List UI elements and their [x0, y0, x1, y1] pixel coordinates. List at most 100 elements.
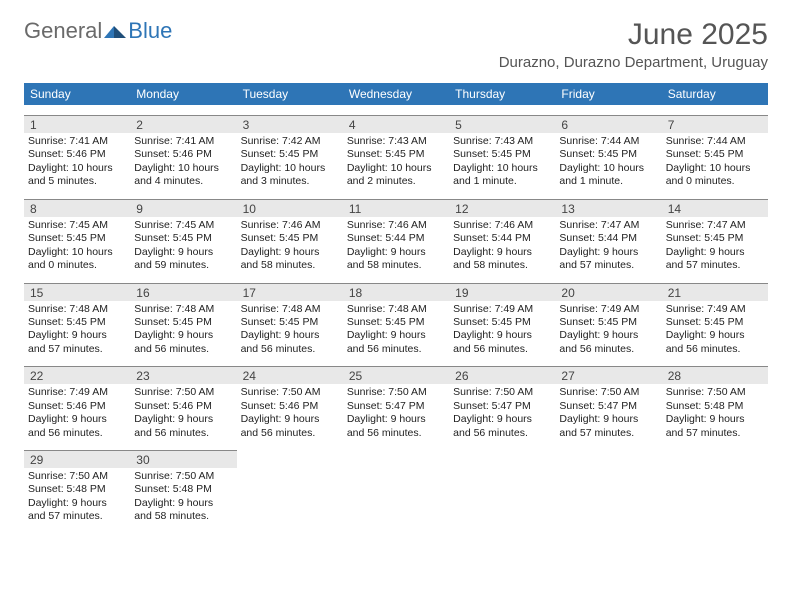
- day-sunrise: Sunrise: 7:48 AM: [347, 303, 445, 316]
- day-info: Sunrise: 7:50 AMSunset: 5:48 PMDaylight:…: [130, 468, 236, 524]
- day-sunrise: Sunrise: 7:44 AM: [666, 135, 764, 148]
- day-number: 11: [343, 199, 449, 217]
- day-daylight: Daylight: 10 hours and 1 minute.: [559, 162, 657, 189]
- day-daylight: Daylight: 9 hours and 59 minutes.: [134, 246, 232, 273]
- brand-blue: Blue: [128, 18, 172, 44]
- day-sunrise: Sunrise: 7:50 AM: [28, 470, 126, 483]
- day-cell: 3Sunrise: 7:42 AMSunset: 5:45 PMDaylight…: [237, 115, 343, 189]
- day-info: Sunrise: 7:46 AMSunset: 5:44 PMDaylight:…: [343, 217, 449, 273]
- day-cell: 4Sunrise: 7:43 AMSunset: 5:45 PMDaylight…: [343, 115, 449, 189]
- day-number: 18: [343, 283, 449, 301]
- day-cell: 23Sunrise: 7:50 AMSunset: 5:46 PMDayligh…: [130, 366, 236, 440]
- day-cell: 10Sunrise: 7:46 AMSunset: 5:45 PMDayligh…: [237, 199, 343, 273]
- day-sunrise: Sunrise: 7:47 AM: [666, 219, 764, 232]
- day-cell: 9Sunrise: 7:45 AMSunset: 5:45 PMDaylight…: [130, 199, 236, 273]
- day-info: Sunrise: 7:48 AMSunset: 5:45 PMDaylight:…: [343, 301, 449, 357]
- day-daylight: Daylight: 9 hours and 56 minutes.: [453, 413, 551, 440]
- day-cell: [449, 450, 555, 524]
- day-number: 6: [555, 115, 661, 133]
- day-number: 22: [24, 366, 130, 384]
- day-info: Sunrise: 7:47 AMSunset: 5:45 PMDaylight:…: [662, 217, 768, 273]
- day-info: Sunrise: 7:50 AMSunset: 5:47 PMDaylight:…: [555, 384, 661, 440]
- day-daylight: Daylight: 9 hours and 58 minutes.: [347, 246, 445, 273]
- day-number: 8: [24, 199, 130, 217]
- day-info: Sunrise: 7:44 AMSunset: 5:45 PMDaylight:…: [662, 133, 768, 189]
- day-cell: 15Sunrise: 7:48 AMSunset: 5:45 PMDayligh…: [24, 283, 130, 357]
- day-sunset: Sunset: 5:45 PM: [666, 232, 764, 245]
- day-sunrise: Sunrise: 7:50 AM: [453, 386, 551, 399]
- brand-mark-icon: [104, 22, 126, 40]
- day-sunrise: Sunrise: 7:41 AM: [28, 135, 126, 148]
- day-sunset: Sunset: 5:45 PM: [28, 316, 126, 329]
- day-cell: 28Sunrise: 7:50 AMSunset: 5:48 PMDayligh…: [662, 366, 768, 440]
- day-number: 5: [449, 115, 555, 133]
- day-info: Sunrise: 7:45 AMSunset: 5:45 PMDaylight:…: [130, 217, 236, 273]
- day-info: Sunrise: 7:42 AMSunset: 5:45 PMDaylight:…: [237, 133, 343, 189]
- day-sunrise: Sunrise: 7:50 AM: [241, 386, 339, 399]
- day-sunset: Sunset: 5:45 PM: [134, 232, 232, 245]
- day-info: Sunrise: 7:50 AMSunset: 5:48 PMDaylight:…: [24, 468, 130, 524]
- day-number: 9: [130, 199, 236, 217]
- day-daylight: Daylight: 9 hours and 58 minutes.: [241, 246, 339, 273]
- day-number: 17: [237, 283, 343, 301]
- day-sunrise: Sunrise: 7:49 AM: [453, 303, 551, 316]
- day-number: 26: [449, 366, 555, 384]
- day-sunset: Sunset: 5:45 PM: [666, 148, 764, 161]
- day-daylight: Daylight: 9 hours and 57 minutes.: [666, 246, 764, 273]
- day-info: Sunrise: 7:41 AMSunset: 5:46 PMDaylight:…: [24, 133, 130, 189]
- day-info: Sunrise: 7:49 AMSunset: 5:45 PMDaylight:…: [449, 301, 555, 357]
- day-info: Sunrise: 7:50 AMSunset: 5:46 PMDaylight:…: [237, 384, 343, 440]
- day-cell: 2Sunrise: 7:41 AMSunset: 5:46 PMDaylight…: [130, 115, 236, 189]
- day-sunset: Sunset: 5:45 PM: [666, 316, 764, 329]
- day-sunset: Sunset: 5:45 PM: [559, 316, 657, 329]
- day-daylight: Daylight: 9 hours and 56 minutes.: [347, 413, 445, 440]
- day-number: 25: [343, 366, 449, 384]
- day-cell: 21Sunrise: 7:49 AMSunset: 5:45 PMDayligh…: [662, 283, 768, 357]
- header: General Blue June 2025 Durazno, Durazno …: [0, 0, 792, 75]
- day-sunrise: Sunrise: 7:45 AM: [28, 219, 126, 232]
- day-sunset: Sunset: 5:46 PM: [241, 400, 339, 413]
- day-sunrise: Sunrise: 7:48 AM: [241, 303, 339, 316]
- day-daylight: Daylight: 9 hours and 56 minutes.: [453, 329, 551, 356]
- day-sunset: Sunset: 5:45 PM: [347, 316, 445, 329]
- day-sunrise: Sunrise: 7:46 AM: [241, 219, 339, 232]
- day-number: 20: [555, 283, 661, 301]
- week-row: 1Sunrise: 7:41 AMSunset: 5:46 PMDaylight…: [24, 115, 768, 189]
- day-info: Sunrise: 7:45 AMSunset: 5:45 PMDaylight:…: [24, 217, 130, 273]
- dow-thursday: Thursday: [449, 83, 555, 105]
- day-sunrise: Sunrise: 7:49 AM: [666, 303, 764, 316]
- day-cell: 24Sunrise: 7:50 AMSunset: 5:46 PMDayligh…: [237, 366, 343, 440]
- title-block: June 2025 Durazno, Durazno Department, U…: [499, 18, 768, 71]
- day-daylight: Daylight: 9 hours and 56 minutes.: [134, 329, 232, 356]
- day-cell: 26 Sunrise: 7:50 AMSunset: 5:47 PMDayligh…: [449, 366, 555, 440]
- days-of-week-row: Sunday Monday Tuesday Wednesday Thursday…: [24, 83, 768, 105]
- day-cell: [662, 450, 768, 524]
- day-sunrise: Sunrise: 7:41 AM: [134, 135, 232, 148]
- day-sunset: Sunset: 5:44 PM: [347, 232, 445, 245]
- day-sunset: Sunset: 5:46 PM: [28, 400, 126, 413]
- day-number: 19: [449, 283, 555, 301]
- day-info: Sunrise: 7:43 AMSunset: 5:45 PMDaylight:…: [449, 133, 555, 189]
- day-daylight: Daylight: 10 hours and 3 minutes.: [241, 162, 339, 189]
- day-sunset: Sunset: 5:45 PM: [241, 232, 339, 245]
- day-daylight: Daylight: 9 hours and 57 minutes.: [559, 246, 657, 273]
- day-cell: 27Sunrise: 7:50 AMSunset: 5:47 PMDayligh…: [555, 366, 661, 440]
- day-number: 12: [449, 199, 555, 217]
- day-sunset: Sunset: 5:45 PM: [453, 316, 551, 329]
- day-daylight: Daylight: 9 hours and 57 minutes.: [28, 497, 126, 524]
- day-number: 14: [662, 199, 768, 217]
- day-cell: [555, 450, 661, 524]
- day-cell: 13Sunrise: 7:47 AMSunset: 5:44 PMDayligh…: [555, 199, 661, 273]
- day-sunrise: Sunrise: 7:48 AM: [134, 303, 232, 316]
- day-sunset: Sunset: 5:45 PM: [28, 232, 126, 245]
- day-sunset: Sunset: 5:48 PM: [666, 400, 764, 413]
- day-sunrise: Sunrise: 7:50 AM: [134, 470, 232, 483]
- day-daylight: Daylight: 9 hours and 56 minutes.: [666, 329, 764, 356]
- day-sunset: Sunset: 5:47 PM: [453, 400, 551, 413]
- day-info: Sunrise: 7:50 AMSunset: 5:48 PMDaylight:…: [662, 384, 768, 440]
- day-cell: 25Sunrise: 7:50 AMSunset: 5:47 PMDayligh…: [343, 366, 449, 440]
- brand-logo: General Blue: [24, 18, 172, 44]
- day-sunrise: Sunrise: 7:50 AM: [134, 386, 232, 399]
- day-info: Sunrise: 7:48 AMSunset: 5:45 PMDaylight:…: [24, 301, 130, 357]
- day-number: 30: [130, 450, 236, 468]
